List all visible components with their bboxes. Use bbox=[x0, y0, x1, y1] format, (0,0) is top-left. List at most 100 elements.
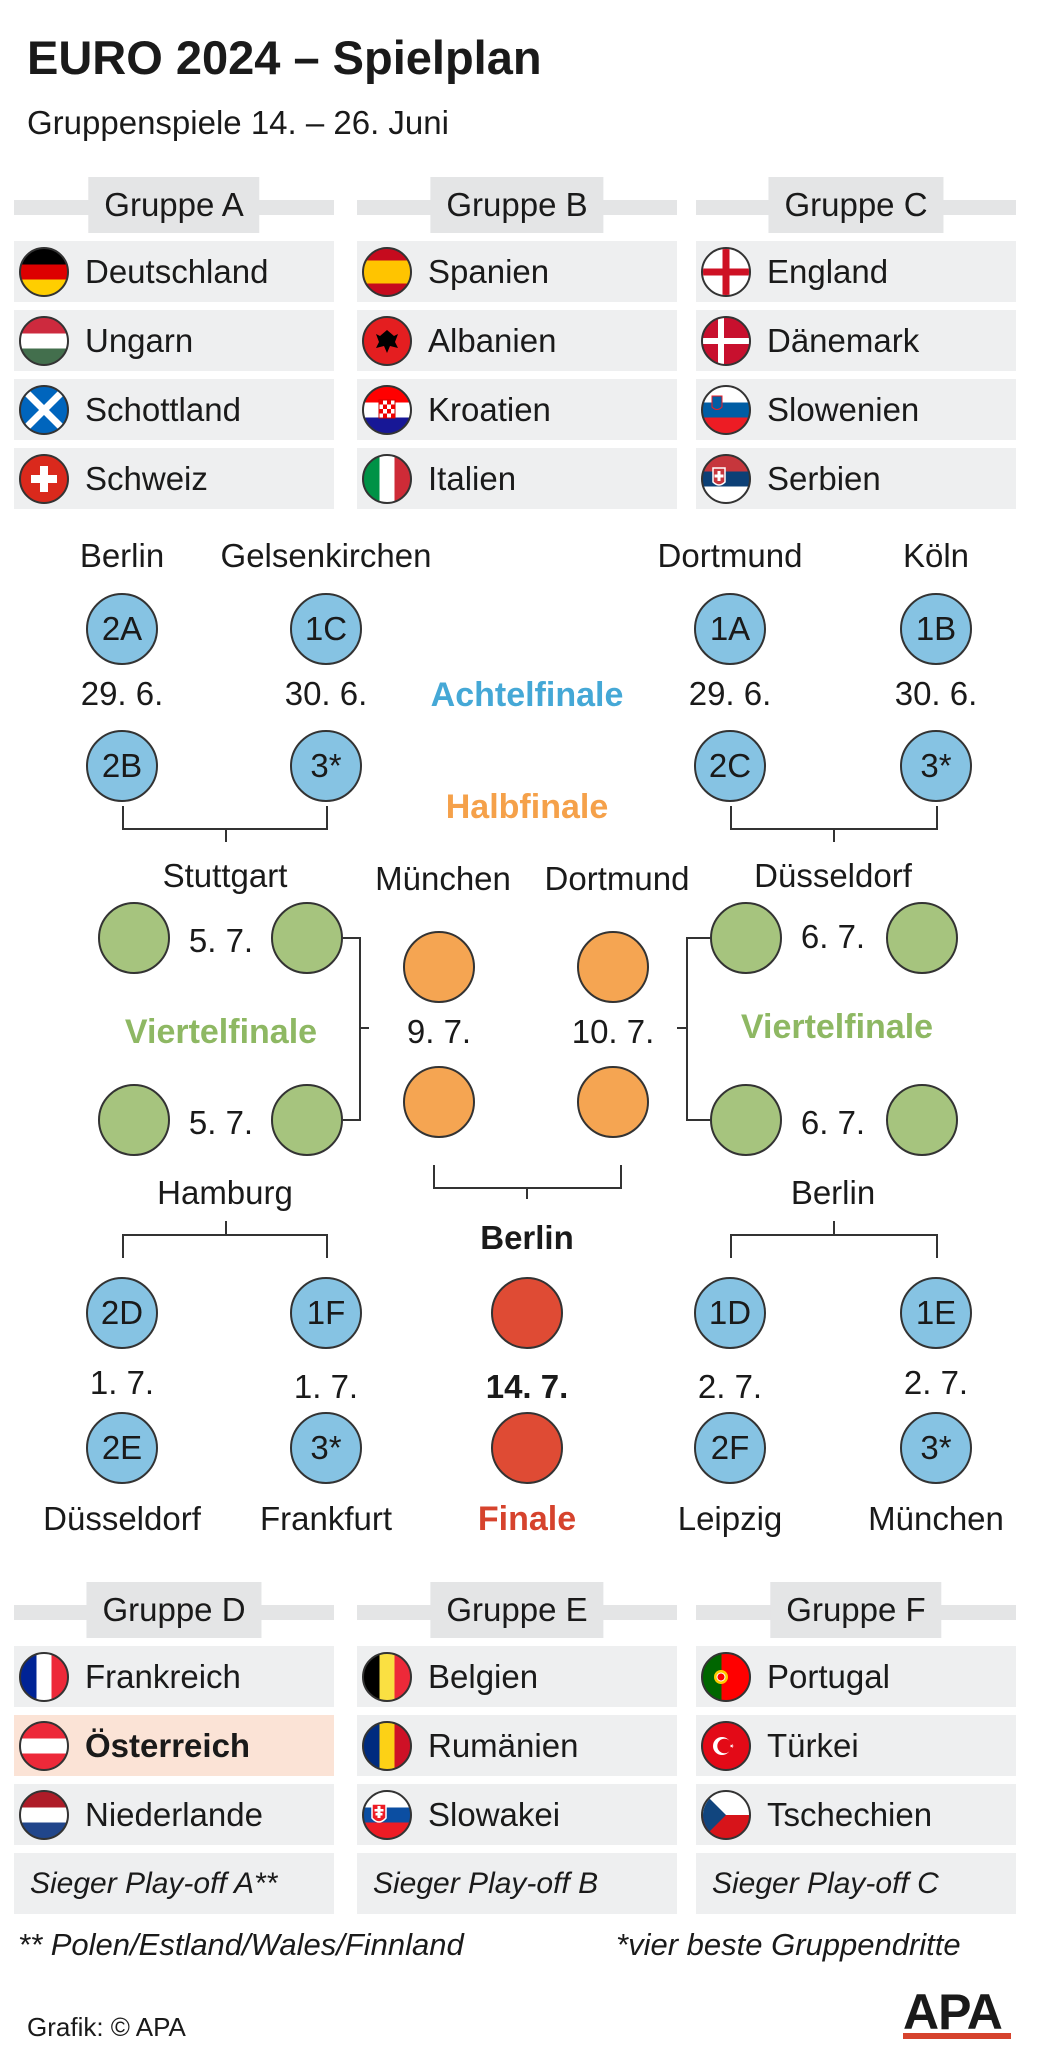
r16-slot: 3* bbox=[900, 730, 972, 802]
r16-slot: 3* bbox=[900, 1412, 972, 1484]
quarterfinal-slot bbox=[710, 902, 782, 974]
group-name: Gruppe B bbox=[430, 177, 604, 233]
venue-label: Düsseldorf bbox=[754, 857, 912, 894]
group-header: Gruppe A bbox=[14, 177, 334, 233]
team-name: Österreich bbox=[85, 1726, 251, 1764]
bracket-line bbox=[526, 1187, 528, 1199]
team-row: England bbox=[696, 241, 1016, 302]
venue-label: Köln bbox=[902, 537, 970, 574]
venue-label: Leipzig bbox=[677, 1500, 783, 1537]
venue-label: Hamburg bbox=[157, 1174, 293, 1211]
quarterfinal-slot bbox=[98, 1084, 170, 1156]
team-name: Kroatien bbox=[428, 390, 551, 428]
team-name: Türkei bbox=[767, 1726, 859, 1764]
team-name: Schottland bbox=[85, 390, 241, 428]
playoff-label: Sieger Play-off C bbox=[712, 1866, 939, 1900]
switzerland-flag-icon bbox=[19, 453, 69, 504]
bracket-line bbox=[326, 1234, 328, 1258]
team-row: Portugal bbox=[696, 1646, 1016, 1707]
match-date: 5. 7. bbox=[188, 922, 254, 959]
venue-label: München bbox=[375, 860, 511, 897]
team-row: Spanien bbox=[357, 241, 677, 302]
serbia-flag-icon bbox=[701, 453, 751, 504]
romania-flag-icon bbox=[362, 1720, 412, 1771]
denmark-flag-icon bbox=[701, 315, 751, 366]
final-slot bbox=[491, 1277, 563, 1349]
match-date: 6. 7. bbox=[800, 1104, 866, 1141]
bracket-line bbox=[686, 1119, 710, 1121]
match-date: 2. 7. bbox=[697, 1368, 763, 1405]
germany-flag-icon bbox=[19, 246, 69, 297]
playoff-row: Sieger Play-off B bbox=[357, 1853, 677, 1914]
match-date: 30. 6. bbox=[894, 675, 978, 712]
semifinal-slot bbox=[403, 931, 475, 1003]
group-header: Gruppe E bbox=[357, 1582, 677, 1638]
venue-label: Frankfurt bbox=[259, 1500, 393, 1537]
team-row: Rumänien bbox=[357, 1715, 677, 1776]
bracket-line bbox=[225, 828, 227, 842]
stage-quarterfinal-right: Viertelfinale bbox=[740, 1008, 934, 1046]
venue-label: Düsseldorf bbox=[43, 1500, 201, 1537]
team-row-highlighted: Österreich bbox=[14, 1715, 334, 1776]
bracket-line bbox=[936, 1234, 938, 1258]
team-name: Niederlande bbox=[85, 1795, 263, 1833]
team-row: Slowenien bbox=[696, 379, 1016, 440]
team-name: Belgien bbox=[428, 1657, 539, 1695]
r16-slot: 1D bbox=[694, 1277, 766, 1349]
venue-label: Dortmund bbox=[657, 537, 803, 574]
match-date: 1. 7. bbox=[293, 1368, 359, 1405]
bracket-line bbox=[677, 1027, 687, 1029]
team-row: Schweiz bbox=[14, 448, 334, 509]
group-c: Gruppe C England Dänemark Slowenien Serb… bbox=[696, 177, 1016, 509]
group-f: Gruppe F Portugal Türkei Tschechien Sieg… bbox=[696, 1582, 1016, 1914]
graphic-credit: Grafik: © APA bbox=[27, 2012, 186, 2042]
match-date: 29. 6. bbox=[80, 675, 164, 712]
final-slot bbox=[491, 1412, 563, 1484]
scotland-flag-icon bbox=[19, 384, 69, 435]
group-header: Gruppe F bbox=[696, 1582, 1016, 1638]
apa-logo: APA bbox=[903, 1987, 1011, 2043]
group-b: Gruppe B Spanien Albanien Kroatien Itali… bbox=[357, 177, 677, 509]
venue-label: Gelsenkirchen bbox=[220, 537, 432, 574]
team-row: Belgien bbox=[357, 1646, 677, 1707]
team-name: Frankreich bbox=[85, 1657, 241, 1695]
venue-label: Dortmund bbox=[544, 860, 690, 897]
page-title: EURO 2024 – Spielplan bbox=[27, 31, 542, 84]
team-row: Türkei bbox=[696, 1715, 1016, 1776]
team-row: Frankreich bbox=[14, 1646, 334, 1707]
team-name: Deutschland bbox=[85, 252, 269, 290]
slovakia-flag-icon bbox=[362, 1789, 412, 1840]
bracket-line bbox=[730, 806, 732, 830]
playoff-label: Sieger Play-off A** bbox=[30, 1866, 278, 1900]
team-row: Kroatien bbox=[357, 379, 677, 440]
venue-label: Stuttgart bbox=[162, 857, 288, 894]
playoff-row: Sieger Play-off C bbox=[696, 1853, 1016, 1914]
team-name: Rumänien bbox=[428, 1726, 579, 1764]
team-row: Italien bbox=[357, 448, 677, 509]
bracket-line bbox=[122, 806, 124, 830]
r16-slot: 2B bbox=[86, 730, 158, 802]
stage-semifinal: Halbfinale bbox=[445, 788, 609, 826]
bracket-line bbox=[730, 1234, 938, 1236]
group-a: Gruppe A Deutschland Ungarn Schottland S… bbox=[14, 177, 334, 509]
team-name: Serbien bbox=[767, 459, 881, 497]
bracket-line bbox=[833, 1221, 835, 1235]
group-name: Gruppe E bbox=[430, 1582, 604, 1638]
netherlands-flag-icon bbox=[19, 1789, 69, 1840]
semifinal-slot bbox=[577, 1066, 649, 1138]
team-row: Dänemark bbox=[696, 310, 1016, 371]
team-row: Slowakei bbox=[357, 1784, 677, 1845]
bracket-line bbox=[122, 1234, 328, 1236]
england-flag-icon bbox=[701, 246, 751, 297]
portugal-flag-icon bbox=[701, 1651, 751, 1702]
team-name: Ungarn bbox=[85, 321, 194, 359]
footnote-playoff-teams: ** Polen/Estland/Wales/Finnland bbox=[18, 1927, 464, 1962]
r16-slot: 2A bbox=[86, 593, 158, 665]
team-name: Schweiz bbox=[85, 459, 208, 497]
r16-slot: 1A bbox=[694, 593, 766, 665]
team-row: Niederlande bbox=[14, 1784, 334, 1845]
r16-slot: 2F bbox=[694, 1412, 766, 1484]
final-venue: Berlin bbox=[480, 1219, 574, 1256]
match-date: 1. 7. bbox=[89, 1364, 155, 1401]
italy-flag-icon bbox=[362, 453, 412, 504]
